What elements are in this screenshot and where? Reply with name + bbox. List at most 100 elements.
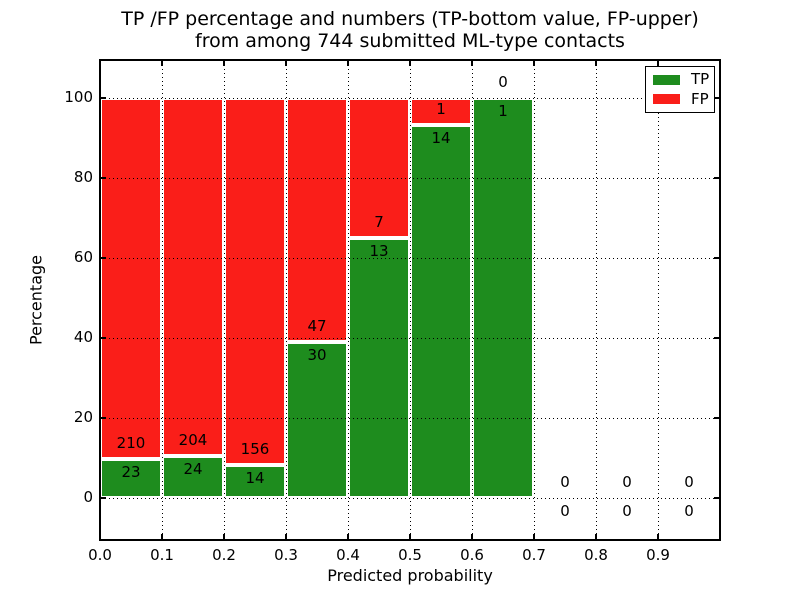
y-axis-tick-right	[714, 177, 719, 179]
legend-label-fp: FP	[691, 89, 709, 108]
y-axis-tick	[101, 497, 106, 499]
x-axis-tick-top	[533, 61, 535, 66]
x-axis-tick-top	[657, 61, 659, 66]
y-tick-label: 100	[64, 88, 93, 106]
fp-count-label: 0	[498, 73, 508, 91]
chart-title-line1: TP /FP percentage and numbers (TP-bottom…	[121, 8, 699, 30]
y-axis-tick	[101, 177, 106, 179]
y-axis-tick	[101, 417, 106, 419]
tp-count-label: 0	[560, 502, 570, 520]
axis-spine-bottom	[99, 539, 721, 541]
x-tick-label: 0.1	[150, 546, 174, 564]
x-axis-tick	[347, 534, 349, 539]
x-axis-tick-top	[595, 61, 597, 66]
y-axis-tick-right	[714, 337, 719, 339]
tp-count-label: 13	[369, 242, 389, 260]
tp-count-label: 23	[121, 462, 141, 481]
legend-entry-tp: TP	[653, 70, 710, 89]
bar-segment-fp	[162, 98, 224, 456]
legend-entry-fp: FP	[653, 89, 709, 108]
legend-label-tp: TP	[691, 70, 710, 89]
gridline-v	[410, 61, 411, 539]
x-axis-tick	[99, 534, 101, 539]
gridline-v	[534, 61, 535, 539]
tp-count-label: 14	[431, 128, 451, 147]
y-tick-label: 20	[73, 408, 93, 426]
gridline-v	[596, 61, 597, 539]
gridline-v	[348, 61, 349, 539]
x-axis-label: Predicted probability	[327, 566, 493, 585]
x-axis-tick	[409, 534, 411, 539]
bar-segment-tp	[224, 465, 286, 498]
axis-spine-top	[99, 59, 721, 61]
x-axis-tick	[533, 534, 535, 539]
chart-title: TP /FP percentage and numbers (TP-bottom…	[100, 8, 720, 52]
bar-segment-fp	[100, 98, 162, 459]
axis-spine-right	[719, 59, 721, 541]
tp-count-label: 24	[183, 459, 203, 478]
fp-count-label: 0	[684, 473, 694, 491]
x-axis-tick-top	[471, 61, 473, 66]
tp-count-label: 14	[245, 469, 265, 488]
y-axis-tick	[101, 337, 106, 339]
y-axis-tick-right	[714, 257, 719, 259]
bar-segment-tp	[472, 98, 534, 498]
y-tick-label: 40	[73, 328, 93, 346]
x-tick-label: 0.2	[212, 546, 236, 564]
x-axis-tick-top	[223, 61, 225, 66]
y-tick-label: 60	[73, 248, 93, 266]
bar-segment-tp	[162, 455, 224, 498]
legend: TP FP	[645, 66, 715, 113]
y-axis-tick	[101, 257, 106, 259]
legend-swatch-tp	[653, 74, 680, 85]
fp-count-label: 1	[436, 99, 446, 118]
y-tick-label: 80	[73, 168, 93, 186]
y-axis-tick	[101, 97, 106, 99]
bar-segment-tp	[410, 124, 472, 498]
x-axis-tick-top	[99, 61, 101, 66]
x-axis-tick-top	[409, 61, 411, 66]
x-tick-label: 0.0	[88, 546, 112, 564]
gridline-v	[472, 61, 473, 539]
x-axis-tick	[161, 534, 163, 539]
tp-count-label: 0	[622, 502, 632, 520]
x-tick-label: 0.6	[460, 546, 484, 564]
fp-count-label: 0	[622, 473, 632, 491]
fp-count-label: 204	[178, 430, 208, 449]
bar-segment-tp	[286, 342, 348, 498]
x-tick-label: 0.7	[522, 546, 546, 564]
fp-count-label: 156	[240, 440, 270, 459]
x-axis-tick-top	[161, 61, 163, 66]
x-axis-tick	[471, 534, 473, 539]
bar-segment-tp	[100, 458, 162, 498]
x-axis-tick	[595, 534, 597, 539]
x-tick-label: 0.9	[646, 546, 670, 564]
fp-count-label: 47	[307, 317, 327, 336]
gridline-v	[286, 61, 287, 539]
bar-segment-fp	[224, 98, 286, 466]
x-tick-label: 0.8	[584, 546, 608, 564]
x-axis-tick	[285, 534, 287, 539]
fp-count-label: 0	[560, 473, 570, 491]
bar-segment-fp	[286, 98, 348, 343]
gridline-v	[224, 61, 225, 539]
fp-count-label: 210	[116, 433, 146, 452]
legend-swatch-fp	[653, 94, 680, 105]
tp-count-label: 0	[684, 502, 694, 520]
chart-title-line2: from among 744 submitted ML-type contact…	[195, 30, 625, 52]
tp-count-label: 1	[498, 102, 508, 120]
x-axis-tick-top	[285, 61, 287, 66]
x-axis-tick-top	[347, 61, 349, 66]
gridline-v	[658, 61, 659, 539]
bar-segment-fp	[348, 98, 410, 238]
x-tick-label: 0.4	[336, 546, 360, 564]
gridline-v	[162, 61, 163, 539]
x-axis-tick	[223, 534, 225, 539]
axis-spine-left	[99, 59, 101, 541]
x-axis-tick	[657, 534, 659, 539]
y-tick-label: 0	[83, 488, 93, 506]
fp-count-label: 7	[374, 213, 384, 231]
x-tick-label: 0.5	[398, 546, 422, 564]
y-axis-tick-right	[714, 97, 719, 99]
